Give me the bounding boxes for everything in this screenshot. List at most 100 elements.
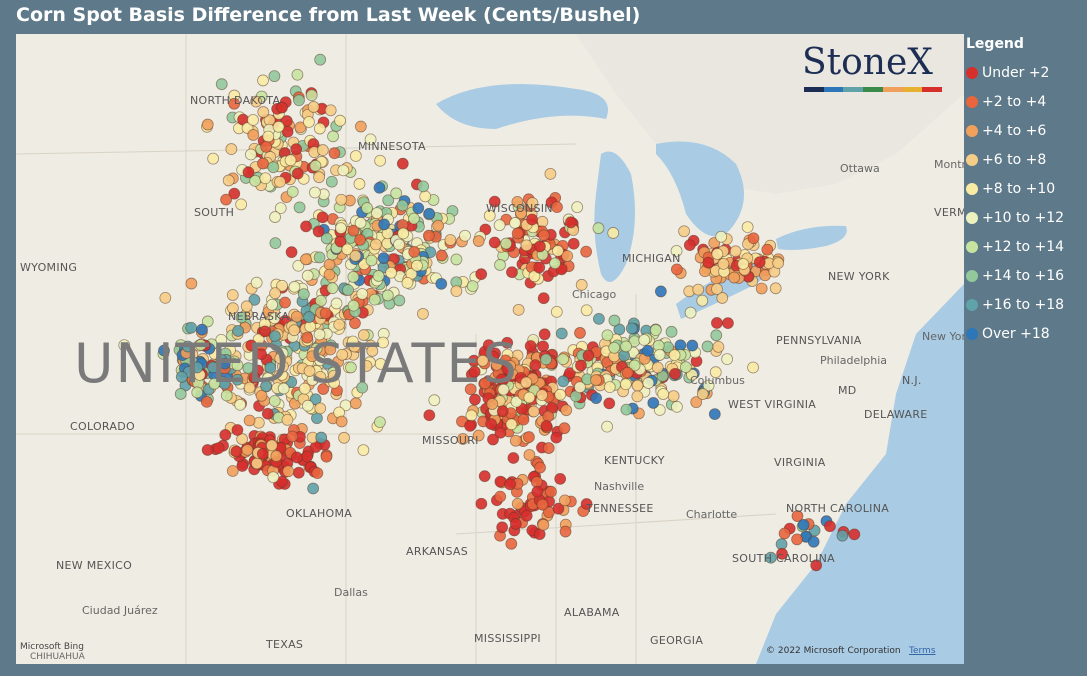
map-point[interactable] [324,104,337,117]
map-point[interactable] [393,294,406,307]
map-point[interactable] [290,143,303,156]
map-point[interactable] [536,389,548,402]
map-point[interactable] [534,461,546,474]
legend-item[interactable]: Under +2 [966,58,1064,87]
map-point[interactable] [450,253,463,266]
map-point[interactable] [619,378,632,391]
map-point[interactable] [571,201,584,214]
map-point[interactable] [301,331,314,344]
map-point[interactable] [231,424,244,436]
map-point[interactable] [281,414,294,426]
map-point[interactable] [497,383,510,396]
map-point[interactable] [741,221,754,233]
map-point[interactable] [373,181,386,194]
map-point[interactable] [316,211,329,224]
map-point[interactable] [267,471,280,484]
map-point[interactable] [631,390,644,403]
map-point[interactable] [494,259,506,271]
map-point[interactable] [247,114,259,126]
map-point[interactable] [603,381,616,394]
map-point[interactable] [608,341,621,354]
map-point[interactable] [222,174,235,187]
map-point[interactable] [747,232,760,245]
map-point[interactable] [601,420,614,433]
map-point[interactable] [670,245,683,257]
map-point[interactable] [314,294,327,307]
map-point[interactable] [201,118,214,131]
map-point[interactable] [567,237,580,250]
map-point[interactable] [679,361,692,374]
map-point[interactable] [435,249,448,262]
map-point[interactable] [552,502,565,515]
map-point[interactable] [665,325,678,338]
map-point[interactable] [653,348,666,361]
map-point[interactable] [269,330,281,342]
map-point[interactable] [368,293,381,306]
map-point[interactable] [244,148,257,161]
map-point[interactable] [257,157,269,170]
map-point[interactable] [234,398,247,411]
map-point[interactable] [531,485,544,498]
map-point[interactable] [323,258,336,271]
map-point[interactable] [347,224,360,237]
map-point[interactable] [291,167,304,180]
map-point[interactable] [207,361,220,374]
map-point[interactable] [575,359,587,372]
map-point[interactable] [683,239,696,252]
map-point[interactable] [326,282,339,295]
map-point[interactable] [678,225,690,238]
map-point[interactable] [393,238,405,251]
map-point[interactable] [401,276,414,289]
map-point[interactable] [408,245,421,258]
map-point[interactable] [313,251,326,264]
map-point[interactable] [353,178,366,190]
map-point[interactable] [185,277,198,290]
map-point[interactable] [260,380,272,393]
map-point[interactable] [764,551,777,564]
map-point[interactable] [507,452,520,464]
map-point[interactable] [483,209,496,222]
map-point[interactable] [737,258,750,270]
map-point[interactable] [772,257,785,270]
map-point[interactable] [501,336,514,349]
map-point[interactable] [721,353,734,365]
map-point[interactable] [250,276,263,289]
map-point[interactable] [487,350,500,363]
map-point[interactable] [411,259,423,272]
map-point[interactable] [274,352,287,365]
map-point[interactable] [261,407,274,420]
map-point[interactable] [684,306,697,319]
map-point[interactable] [669,367,681,380]
map-point[interactable] [667,390,680,402]
map-point[interactable] [797,518,810,531]
map-point[interactable] [285,246,298,259]
map-point[interactable] [301,399,314,412]
map-point[interactable] [620,403,633,416]
map-point[interactable] [523,449,536,461]
map-point[interactable] [315,431,328,444]
map-point[interactable] [324,343,337,356]
map-point[interactable] [349,397,362,410]
map-point[interactable] [696,388,709,400]
map-point[interactable] [544,167,557,180]
map-point[interactable] [334,114,346,127]
map-point[interactable] [476,354,489,367]
map-point[interactable] [534,240,546,253]
map-point[interactable] [300,220,312,233]
map-point[interactable] [268,70,281,83]
map-point[interactable] [397,227,410,240]
map-point[interactable] [294,121,307,134]
map-point[interactable] [255,389,268,402]
map-point[interactable] [313,171,325,184]
map-point[interactable] [250,95,263,108]
map-point[interactable] [256,447,269,460]
map-point[interactable] [550,431,563,444]
map-point[interactable] [325,175,338,188]
map-point[interactable] [396,157,409,170]
map-point[interactable] [509,217,521,229]
map-point[interactable] [293,94,305,107]
map-point[interactable] [761,243,774,256]
map-point[interactable] [354,216,367,229]
map-point[interactable] [417,307,429,320]
map-point[interactable] [291,68,304,81]
